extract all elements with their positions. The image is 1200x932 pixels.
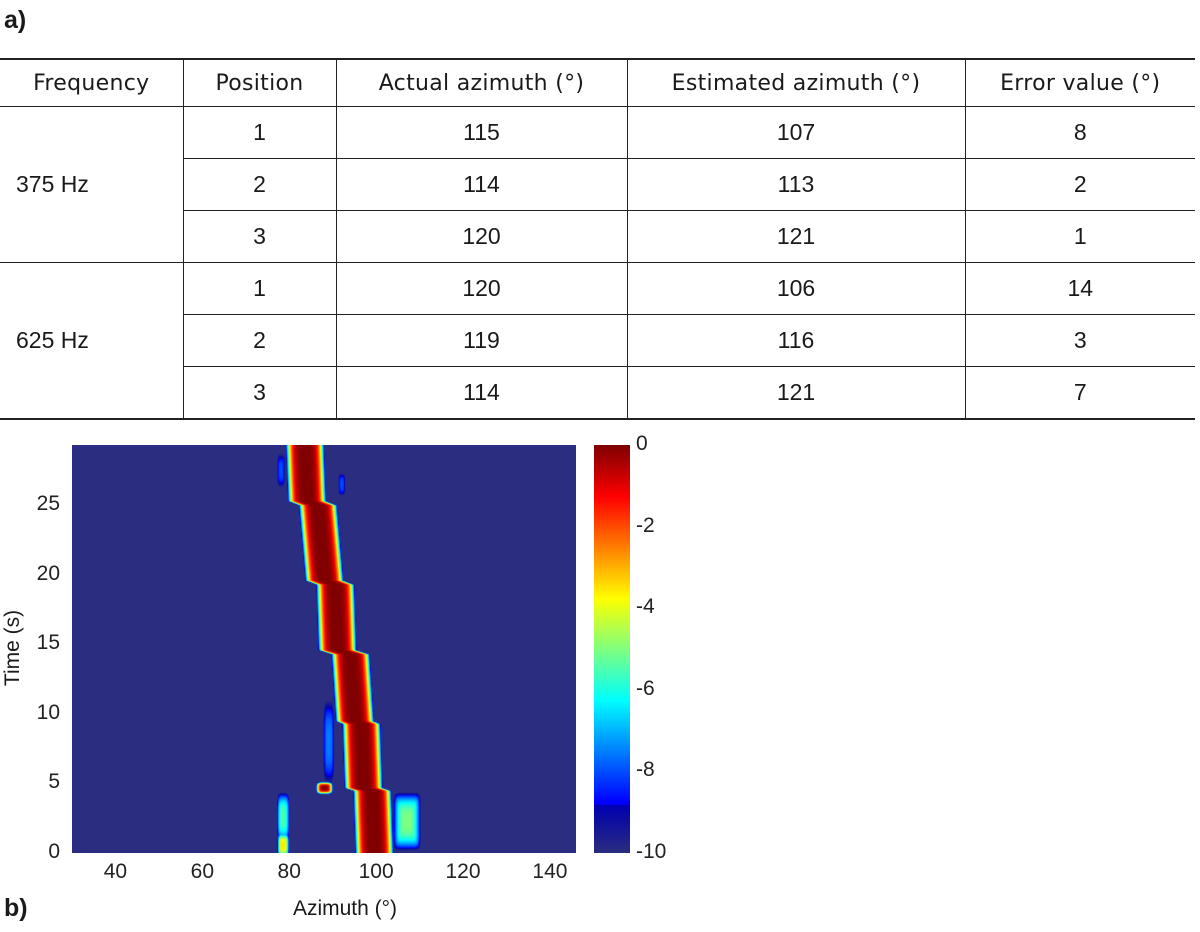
colorbar-tick-label: -10 [636, 840, 667, 863]
actual-azimuth-cell: 119 [335, 314, 628, 367]
estimated-azimuth-cell: 121 [626, 366, 966, 420]
x-tick-label: 140 [532, 860, 568, 883]
x-tick-label: 100 [358, 860, 394, 883]
y-tick-label: 5 [48, 770, 60, 794]
table-row: 625 Hz 1 120 106 14 [0, 262, 1195, 420]
colorbar-tick-label: -8 [636, 758, 655, 782]
y-tick-label: 25 [36, 491, 60, 515]
position-cell: 1 [182, 106, 337, 159]
position-cell: 2 [182, 158, 337, 211]
table-row: 2 119 116 3 [0, 314, 1195, 367]
position-cell: 3 [182, 210, 337, 263]
table-header-row: Frequency Position Actual azimuth (°) Es… [0, 58, 1195, 107]
colorbar-tick-label: 0 [636, 432, 648, 455]
x-axis-label: Azimuth (°) [292, 897, 398, 920]
x-tick-label: 80 [277, 860, 301, 883]
header-frequency: Frequency [0, 58, 184, 107]
table-row: 3 114 121 7 [0, 366, 1195, 420]
y-tick-label: 15 [36, 631, 60, 655]
position-cell: 1 [182, 262, 337, 315]
error-value-cell: 7 [964, 366, 1195, 420]
actual-azimuth-cell: 120 [335, 210, 628, 263]
estimated-azimuth-cell: 113 [626, 158, 966, 211]
actual-azimuth-cell: 114 [335, 366, 628, 420]
error-value-cell: 14 [964, 262, 1195, 315]
frequency-cell: 375 Hz [0, 106, 184, 263]
position-cell: 2 [182, 314, 337, 367]
table-row: 375 Hz 1 115 107 8 [0, 106, 1195, 263]
estimated-azimuth-cell: 116 [626, 314, 966, 367]
colorbar [594, 445, 630, 853]
colorbar-tick-label: -6 [636, 676, 655, 700]
header-error-value: Error value (°) [964, 58, 1195, 107]
y-tick-label: 20 [36, 561, 60, 585]
x-tick-label: 40 [103, 860, 128, 883]
estimated-azimuth-cell: 107 [626, 106, 966, 159]
error-value-cell: 1 [964, 210, 1195, 263]
actual-azimuth-cell: 114 [335, 158, 628, 211]
header-estimated-azimuth: Estimated azimuth (°) [626, 58, 966, 107]
azimuth-results-table: Frequency Position Actual azimuth (°) Es… [0, 58, 1195, 420]
y-axis-label: Time (s) [1, 609, 24, 687]
header-position: Position [182, 58, 337, 107]
position-cell: 3 [182, 366, 337, 420]
error-value-cell: 2 [964, 158, 1195, 211]
y-tick-label: 10 [36, 700, 60, 724]
x-tick-label: 120 [445, 860, 481, 883]
colorbar-tick-label: -4 [636, 595, 655, 619]
panel-a-label: a) [4, 6, 27, 34]
error-value-cell: 8 [964, 106, 1195, 159]
y-tick-label: 0 [48, 840, 60, 863]
estimated-azimuth-cell: 121 [626, 210, 966, 263]
header-actual-azimuth: Actual azimuth (°) [335, 58, 628, 107]
panel-b-label: b) [4, 894, 28, 922]
table-row: 3 120 121 1 [0, 210, 1195, 263]
x-tick-label: 60 [190, 860, 215, 883]
table-row: 2 114 113 2 [0, 158, 1195, 211]
estimated-azimuth-cell: 106 [626, 262, 966, 315]
heatmap-plot [72, 445, 576, 853]
frequency-cell: 625 Hz [0, 262, 184, 420]
actual-azimuth-cell: 120 [335, 262, 628, 315]
colorbar-tick-label: -2 [636, 513, 655, 537]
error-value-cell: 3 [964, 314, 1195, 367]
actual-azimuth-cell: 115 [335, 106, 628, 159]
